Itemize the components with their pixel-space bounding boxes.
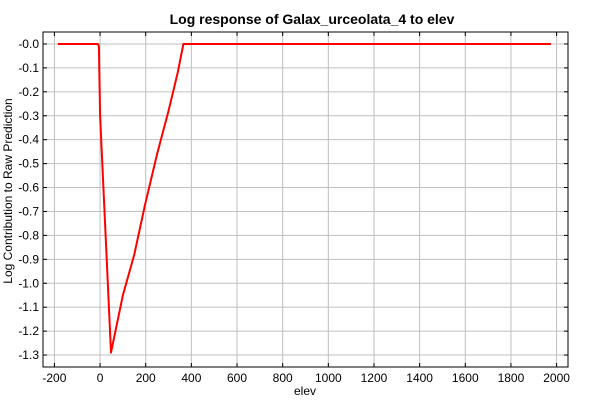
x-tick-label: 1400 (406, 371, 433, 385)
y-tick-label: -0.8 (18, 228, 39, 242)
grid-lines (43, 32, 568, 367)
y-tick-label: -0.7 (18, 204, 39, 218)
x-axis-label: elev (294, 384, 316, 398)
plot-frame (42, 31, 569, 368)
y-tick-label: -0.5 (18, 157, 39, 171)
x-tick-label: 400 (181, 371, 201, 385)
x-tick-label: 1200 (361, 371, 388, 385)
x-tick-label: 2000 (543, 371, 570, 385)
y-tick-label: -0.9 (18, 252, 39, 266)
x-tick-label: 1800 (498, 371, 525, 385)
axis-ticks: -200 0 200 400 600 800 1000 1200 1400 1600 1800 200… (18, 32, 570, 385)
x-tick-label: 600 (227, 371, 247, 385)
x-tick-label: 0 (97, 371, 104, 385)
x-tick-label: -200 (42, 371, 66, 385)
x-tick-label: 1000 (315, 371, 342, 385)
x-tick-label: 200 (136, 371, 156, 385)
y-tick-label: -1.0 (18, 276, 39, 290)
y-tick-label: -0.1 (18, 61, 39, 75)
series-line (57, 43, 551, 354)
x-tick-label: 800 (273, 371, 293, 385)
y-tick-label: -1.2 (18, 324, 39, 338)
y-tick-label: -0.3 (18, 109, 39, 123)
y-tick-label: -0.4 (18, 133, 39, 147)
x-tick-label: 1600 (452, 371, 479, 385)
series-layer (57, 43, 551, 354)
y-tick-label: -0.2 (18, 85, 39, 99)
chart-title: Log response of Galax_urceolata_4 to ele… (170, 11, 455, 27)
y-tick-label: -0.6 (18, 181, 39, 195)
y-axis-label: Log Contribution to Raw Prediction (1, 98, 15, 283)
y-tick-label: -0.0 (18, 37, 39, 51)
y-tick-label: -1.3 (18, 348, 39, 362)
y-tick-label: -1.1 (18, 300, 39, 314)
